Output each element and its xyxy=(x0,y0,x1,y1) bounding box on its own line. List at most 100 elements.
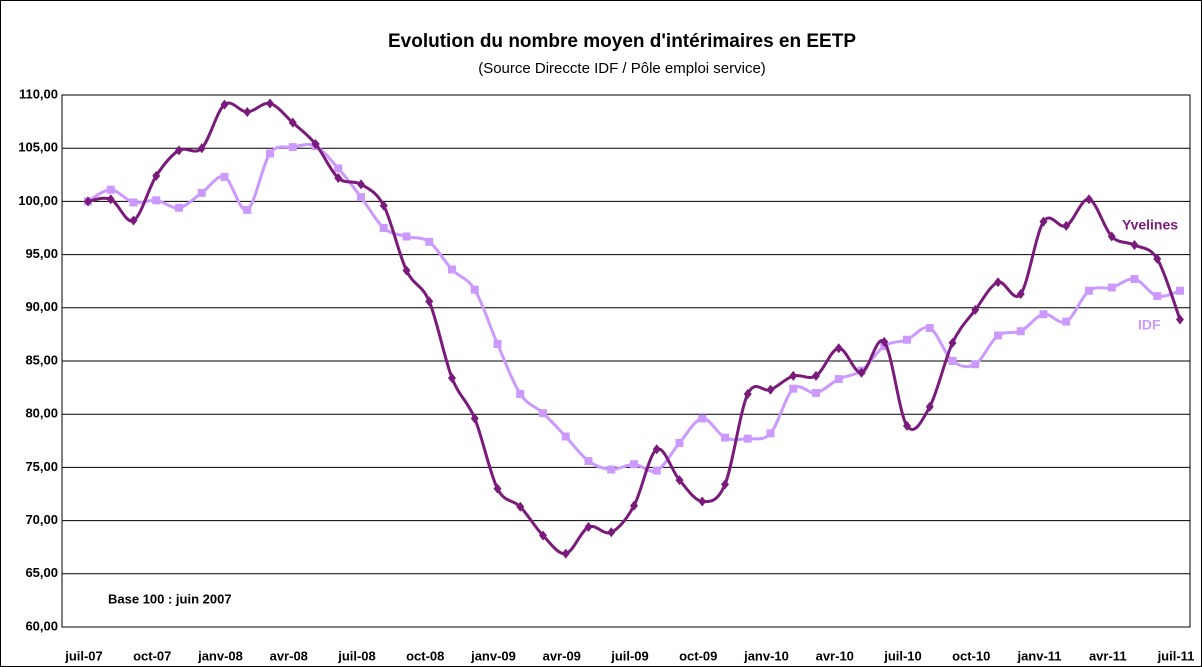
marker xyxy=(971,304,980,315)
marker xyxy=(925,324,934,333)
marker xyxy=(106,185,115,194)
y-tick-label: 65,00 xyxy=(25,565,58,580)
marker xyxy=(1039,216,1048,227)
marker xyxy=(948,337,957,348)
y-tick-label: 70,00 xyxy=(25,512,58,527)
x-tick-label: janv-10 xyxy=(743,648,789,663)
marker xyxy=(334,172,343,183)
marker xyxy=(698,414,707,423)
marker xyxy=(379,200,388,211)
marker xyxy=(607,527,616,538)
marker xyxy=(402,265,411,276)
marker xyxy=(1176,286,1184,295)
x-tick-label: juil-09 xyxy=(610,648,649,663)
marker xyxy=(84,196,92,207)
marker xyxy=(266,98,274,109)
marker xyxy=(561,432,570,441)
marker xyxy=(948,357,957,365)
marker xyxy=(1130,275,1139,284)
marker xyxy=(584,521,593,532)
marker xyxy=(516,501,525,512)
x-tick-label: oct-09 xyxy=(679,648,717,663)
marker xyxy=(539,409,547,418)
marker xyxy=(425,296,434,307)
marker xyxy=(288,117,297,128)
marker xyxy=(266,149,274,158)
marker xyxy=(516,389,525,398)
y-tick-label: 100,00 xyxy=(18,193,58,208)
marker xyxy=(470,413,479,424)
marker xyxy=(903,335,911,344)
marker xyxy=(1085,194,1093,205)
marker xyxy=(493,483,502,494)
marker xyxy=(584,457,593,466)
marker xyxy=(994,331,1002,340)
marker xyxy=(743,434,752,443)
chart-subtitle: (Source Direccte IDF / Pôle emploi servi… xyxy=(478,60,766,77)
marker xyxy=(1176,314,1184,325)
marker xyxy=(175,203,183,212)
marker xyxy=(1062,220,1071,231)
x-tick-label: oct-08 xyxy=(406,648,444,663)
y-tick-label: 75,00 xyxy=(25,459,58,474)
marker xyxy=(743,388,752,399)
marker xyxy=(925,401,934,412)
x-tick-label: juil-08 xyxy=(337,648,376,663)
marker xyxy=(652,444,661,455)
marker xyxy=(698,496,707,507)
marker xyxy=(812,370,820,381)
x-tick-label: juil-07 xyxy=(64,648,103,663)
marker xyxy=(834,375,843,384)
marker xyxy=(243,107,252,118)
x-tick-label: avr-09 xyxy=(543,648,581,663)
marker xyxy=(630,460,638,469)
marker xyxy=(812,388,820,397)
marker xyxy=(880,336,889,347)
marker xyxy=(789,370,798,381)
chart-title: Evolution du nombre moyen d'intérimaires… xyxy=(388,31,856,52)
marker xyxy=(1153,253,1162,264)
marker xyxy=(834,343,843,354)
x-tick-label: oct-07 xyxy=(133,648,171,663)
marker xyxy=(106,194,115,205)
x-tick-label: avr-10 xyxy=(816,648,854,663)
marker xyxy=(448,265,456,274)
marker xyxy=(789,384,798,393)
annotation: Base 100 : juin 2007 xyxy=(108,591,232,606)
marker xyxy=(1016,288,1025,299)
marker xyxy=(1062,317,1071,326)
marker xyxy=(1107,231,1116,242)
marker xyxy=(220,99,229,110)
marker xyxy=(1153,292,1162,301)
marker xyxy=(675,475,684,486)
marker xyxy=(493,339,502,348)
marker xyxy=(994,277,1002,288)
y-tick-label: 110,00 xyxy=(19,86,58,101)
y-tick-label: 95,00 xyxy=(25,246,58,261)
x-tick-label: avr-08 xyxy=(270,648,308,663)
marker xyxy=(129,198,138,207)
marker xyxy=(675,438,684,447)
marker xyxy=(357,193,365,202)
marker xyxy=(152,170,161,181)
x-tick-label: janv-08 xyxy=(197,648,243,663)
marker xyxy=(379,224,388,232)
marker xyxy=(561,548,570,559)
x-tick-label: juil-10 xyxy=(883,648,922,663)
marker xyxy=(857,367,866,378)
marker xyxy=(1107,283,1116,292)
marker xyxy=(175,145,183,156)
x-tick-label: juil-11 xyxy=(1157,648,1195,663)
marker xyxy=(197,188,206,197)
plot-border xyxy=(61,94,1191,628)
marker xyxy=(1039,310,1048,319)
x-tick-label: avr-11 xyxy=(1089,648,1127,663)
marker xyxy=(288,143,297,152)
marker xyxy=(425,237,434,246)
marker xyxy=(652,466,661,475)
y-tick-label: 90,00 xyxy=(25,299,58,314)
marker xyxy=(721,433,729,442)
x-tick-label: janv-11 xyxy=(1016,648,1061,663)
x-tick-label: janv-09 xyxy=(470,648,516,663)
